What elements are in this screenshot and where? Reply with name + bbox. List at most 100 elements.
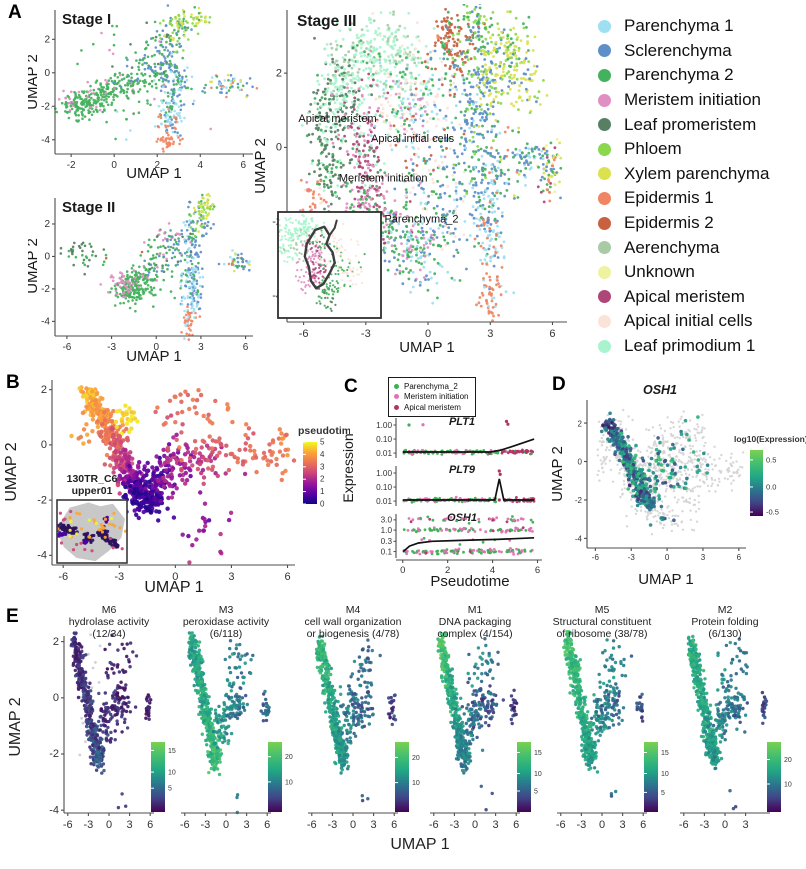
- svg-text:3: 3: [487, 328, 493, 340]
- svg-text:-4: -4: [41, 317, 50, 328]
- legend-label: Apical initial cells: [624, 311, 753, 331]
- legend-swatch-icon: [598, 93, 611, 107]
- svg-text:UMAP 2: UMAP 2: [255, 138, 269, 194]
- c-legend: Parenchyma_2 Meristem initiation Apical me…: [388, 377, 477, 417]
- legend-item: Meristem initiation: [598, 88, 770, 113]
- e-umap1-axis-label: UMAP 1: [390, 836, 450, 853]
- legend-swatch-icon: [598, 68, 611, 82]
- svg-text:2: 2: [44, 35, 50, 46]
- legend-item: Unknown: [598, 260, 770, 285]
- svg-text:Parenchyma_2: Parenchyma_2: [384, 213, 458, 225]
- legend-label: Meristem initiation: [624, 90, 761, 110]
- legend-item: Leaf primodium 1: [598, 334, 770, 359]
- legend-item: Parenchyma_2: [394, 381, 468, 392]
- svg-text:0: 0: [276, 142, 282, 154]
- svg-text:0: 0: [153, 342, 159, 353]
- legend-item: Phloem: [598, 137, 770, 162]
- svg-text:6: 6: [243, 342, 249, 353]
- legend-item: Sclerenchyma: [598, 39, 770, 64]
- legend-item: Epidermis 1: [598, 186, 770, 211]
- svg-text:6: 6: [241, 160, 247, 171]
- legend-label: Epidermis 2: [624, 213, 714, 233]
- svg-text:UMAP 2: UMAP 2: [28, 54, 41, 110]
- legend-item: Parenchyma 2: [598, 63, 770, 88]
- legend-label: Sclerenchyma: [624, 40, 732, 60]
- legend-label: Aerenchyma: [624, 237, 720, 257]
- legend-swatch-icon: [598, 44, 611, 58]
- legend-swatch-icon: [598, 241, 611, 255]
- stage1-umap-chart: 2 0 -2 -4 -2 0 2 4 6 Stage I UMAP 1 UMAP 2: [24, 2, 260, 191]
- legend-label: Xylem parenchyma: [624, 163, 770, 183]
- legend-item: Xylem parenchyma: [598, 162, 770, 187]
- svg-text:3: 3: [198, 342, 204, 353]
- svg-text:Stage I: Stage I: [62, 11, 111, 28]
- svg-text:Apical initial cells: Apical initial cells: [371, 133, 455, 145]
- legend-swatch-icon: [394, 383, 399, 389]
- svg-text:Apical meristem: Apical meristem: [298, 113, 376, 125]
- legend-swatch-icon: [598, 142, 611, 156]
- legend-swatch-icon: [598, 216, 611, 230]
- legend-item: Apical meristem: [598, 285, 770, 310]
- legend-swatch-icon: [598, 290, 611, 304]
- svg-text:UMAP 2: UMAP 2: [28, 238, 41, 294]
- legend-label: Apical meristem: [404, 402, 461, 412]
- legend-label: Parenchyma_2: [404, 381, 458, 391]
- legend-item: Apical initial cells: [598, 309, 770, 334]
- legend-label: Phloem: [624, 139, 682, 159]
- legend-label: Apical meristem: [624, 286, 745, 306]
- e-umap2-axis-label: UMAP 2: [7, 697, 24, 757]
- legend-label: Parenchyma 1: [624, 16, 734, 36]
- svg-text:0: 0: [44, 252, 50, 263]
- svg-text:2: 2: [276, 67, 282, 79]
- legend-swatch-icon: [394, 394, 399, 400]
- legend-item: Aerenchyma: [598, 235, 770, 260]
- svg-text:UMAP 1: UMAP 1: [399, 339, 455, 356]
- b-inset-label: 130TR_C6 upper01: [53, 473, 131, 497]
- panel-a-label: A: [8, 2, 22, 23]
- svg-text:4: 4: [197, 160, 203, 171]
- legend-item: Parenchyma 1: [598, 14, 770, 39]
- legend-item: Leaf promeristem: [598, 112, 770, 137]
- svg-text:0: 0: [425, 328, 431, 340]
- legend-label: Epidermis 1: [624, 188, 714, 208]
- svg-text:-3: -3: [107, 342, 116, 353]
- svg-text:-6: -6: [62, 342, 71, 353]
- svg-text:-3: -3: [361, 328, 371, 340]
- svg-text:UMAP 1: UMAP 1: [126, 348, 182, 365]
- legend-label: Unknown: [624, 262, 695, 282]
- panel-b-label: B: [6, 372, 20, 393]
- svg-text:-2: -2: [41, 101, 50, 112]
- legend-swatch-icon: [598, 191, 611, 205]
- legend-item: Meristem initiation: [394, 392, 468, 403]
- celltype-legend: Parenchyma 1 Sclerenchyma Parenchyma 2 Meri…: [598, 14, 770, 358]
- module-m2-chart: -6 -3 0 3 M2 Protein folding (6/130) 20 10: [646, 600, 796, 845]
- svg-text:-4: -4: [41, 135, 50, 146]
- legend-swatch-icon: [598, 167, 611, 181]
- panel-e-label: E: [6, 606, 19, 627]
- svg-text:-6: -6: [299, 328, 309, 340]
- svg-text:2: 2: [154, 160, 160, 171]
- svg-text:0: 0: [111, 160, 117, 171]
- module-m5-chart: -6 -3 0 3 6 M5 Structural constituent of riboso…: [523, 600, 673, 845]
- legend-label: Leaf promeristem: [624, 114, 757, 134]
- module-m3-chart: -6 -3 0 3 6 M3 peroxidase activity (6/118) 20 10: [147, 600, 297, 845]
- svg-text:6: 6: [549, 328, 555, 340]
- module-m4-chart: -6 -3 0 3 6 M4 cell wall organization or biogen…: [274, 600, 424, 845]
- svg-text:-2: -2: [41, 284, 50, 295]
- pseudotime-umap-chart: 2 0 -2 -4 -6 -3 0 3 6 UMAP 1 UMAP 2 5 4 3 2 1 0 pseudotim…: [0, 368, 357, 605]
- legend-label: Parenchyma 2: [624, 65, 734, 85]
- stage2-umap-chart: 2 0 -2 -4 -6 -3 0 3 6 Stage II UMAP 1 UMAP 2: [24, 188, 260, 375]
- legend-swatch-icon: [598, 19, 611, 33]
- svg-text:UMAP 1: UMAP 1: [126, 165, 182, 182]
- svg-text:Stage III: Stage III: [297, 13, 356, 30]
- svg-text:Meristem initiation: Meristem initiation: [339, 173, 428, 185]
- legend-swatch-icon: [598, 118, 611, 132]
- b-inset-label-line2: upper01: [71, 484, 113, 497]
- panel-c-label: C: [344, 376, 358, 397]
- legend-swatch-icon: [598, 265, 611, 279]
- module-m1-chart: -6 -3 0 3 6 M1 DNA packaging complex (4/154) 15 1…: [396, 600, 546, 845]
- legend-swatch-icon: [394, 404, 399, 410]
- expression-tracks-chart: 1.00 0.10 0.01 PLT1 1.00 0.10 0.01 PLT9 3.0 1.0 0.…: [340, 372, 547, 609]
- legend-swatch-icon: [598, 314, 611, 328]
